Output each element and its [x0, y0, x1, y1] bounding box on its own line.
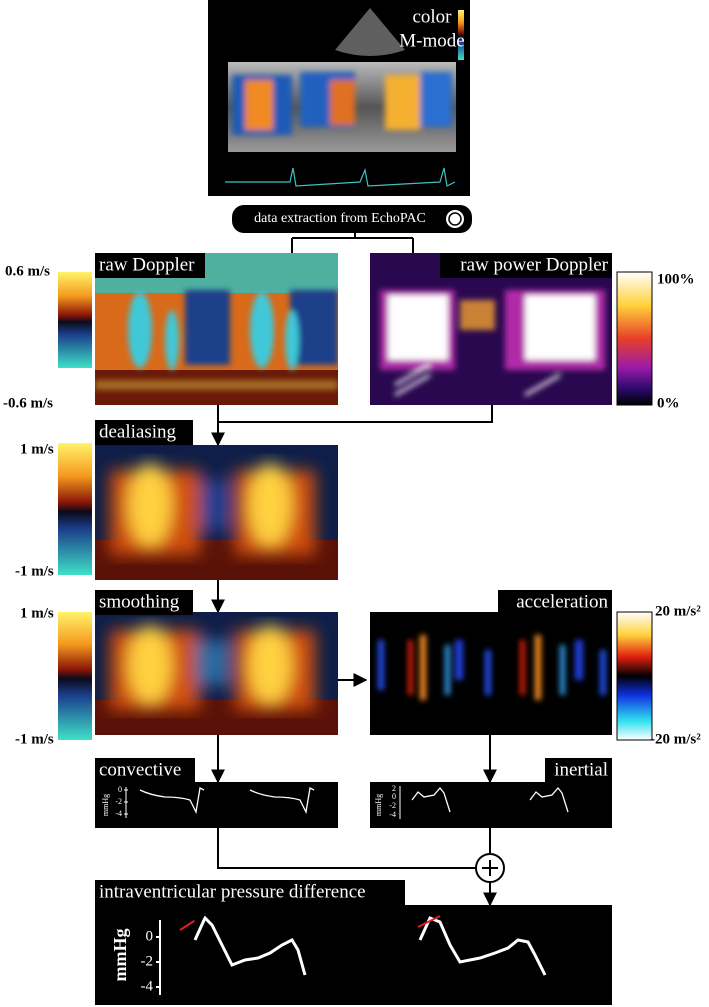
colorbar [616, 611, 653, 741]
scale-bottom: -0.6 m/s [3, 395, 53, 411]
plot-unit: mmHg [110, 929, 130, 982]
scale-bottom: -1 m/s [15, 563, 54, 579]
panel-label: raw power Doppler [440, 253, 612, 278]
panel-label: raw Doppler [95, 253, 205, 278]
panel-title: dealiasing [99, 421, 177, 442]
scale-top: 1 m/s [20, 441, 54, 457]
panel-title: raw Doppler [99, 254, 195, 275]
plot-tick: 0 [118, 785, 122, 794]
colorbar [58, 443, 92, 575]
plot-tick: 2 [392, 784, 396, 793]
plot-title: convective [99, 759, 181, 780]
flow-arrows [211, 233, 505, 907]
scale-bottom: 0% [657, 395, 680, 411]
ivpd-plot: intraventricular pressure difference mmH… [95, 880, 612, 1005]
scale-top: 1 m/s [20, 605, 54, 621]
scale-bottom: -20 m/s² [650, 731, 701, 747]
inertial-plot: inertial mmHg 2 0 -2 -4 [370, 758, 612, 828]
panel-label: acceleration [498, 590, 612, 615]
plot-tick: -2 [141, 953, 154, 969]
convective-plot: convective mmHg 0 -2 -4 [95, 758, 338, 828]
dealiasing-panel [95, 445, 338, 580]
panel-title: raw power Doppler [460, 254, 608, 275]
smoothing-panel [95, 612, 338, 735]
acceleration-panel [370, 612, 612, 735]
plot-tick: -4 [389, 810, 396, 819]
echo-title-line: color [412, 6, 452, 27]
plot-tick: -4 [141, 978, 154, 994]
plot-unit: mmHg [374, 794, 383, 816]
echo-title-line: M-mode [399, 30, 464, 51]
plot-title: inertial [554, 759, 608, 780]
panel-label: smoothing [95, 590, 193, 615]
plot-title: intraventricular pressure difference [99, 881, 366, 902]
panel-label: dealiasing [95, 420, 193, 445]
extraction-label: data extraction from EchoPAC [254, 211, 426, 226]
colorbar [616, 271, 653, 406]
scale-top: 20 m/s² [655, 603, 701, 619]
plot-tick: 0 [146, 928, 154, 944]
raw-doppler-panel [95, 253, 338, 405]
echo-screenshot: color M-mode [208, 0, 470, 196]
extraction-step: data extraction from EchoPAC [232, 205, 472, 233]
panel-title: acceleration [516, 591, 608, 612]
panel-title: smoothing [99, 591, 180, 612]
plot-tick: -2 [115, 797, 122, 806]
power-doppler-panel [370, 253, 612, 405]
scale-bottom: -1 m/s [15, 731, 54, 747]
plot-tick: 0 [392, 792, 396, 801]
scale-top: 100% [657, 271, 695, 287]
plot-unit: mmHg [101, 794, 110, 816]
colorbar [58, 612, 92, 740]
plot-tick: -4 [115, 809, 122, 818]
scale-top: 0.6 m/s [5, 263, 50, 279]
plot-tick: -2 [389, 801, 396, 810]
colorbar [58, 272, 92, 368]
